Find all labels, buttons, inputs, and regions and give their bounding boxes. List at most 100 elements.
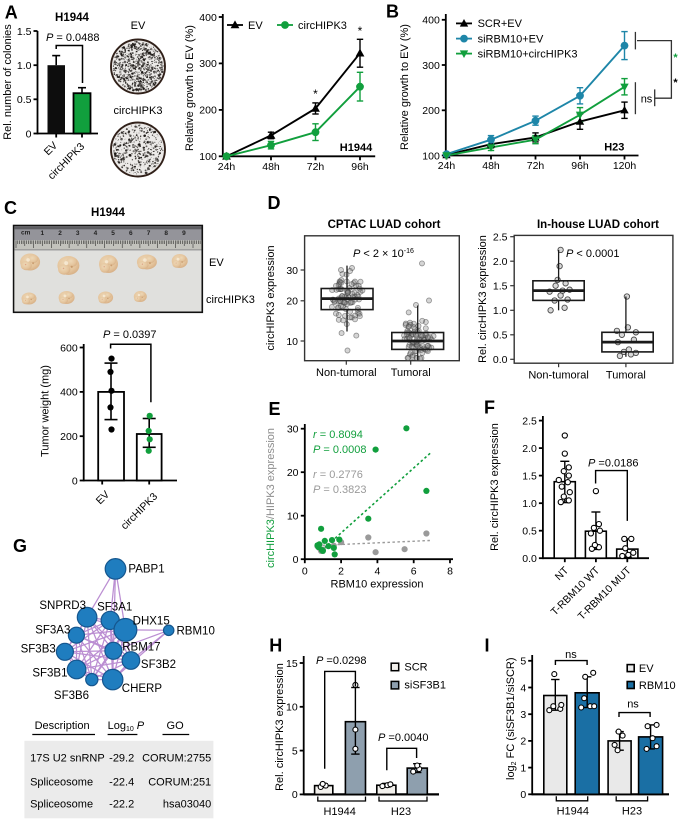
svg-text:7: 7: [147, 230, 151, 237]
svg-text:In-house LUAD cohort: In-house LUAD cohort: [537, 219, 659, 231]
svg-text:Description: Description: [35, 720, 90, 732]
svg-text:120h: 120h: [613, 160, 637, 172]
svg-text:B: B: [386, 2, 399, 22]
svg-text:100: 100: [422, 150, 440, 162]
svg-text:0: 0: [520, 789, 526, 801]
svg-text:72h: 72h: [527, 160, 545, 172]
svg-text:20: 20: [287, 467, 299, 479]
svg-text:RBM17: RBM17: [122, 642, 160, 654]
svg-text:P =0.0186: P =0.0186: [588, 458, 638, 470]
svg-text:400: 400: [422, 15, 440, 27]
svg-text:ns: ns: [627, 699, 639, 711]
svg-text:H1944: H1944: [340, 142, 373, 154]
svg-text:Tumoral: Tumoral: [606, 370, 646, 382]
svg-text:-22.4: -22.4: [109, 776, 134, 788]
svg-text:5: 5: [520, 656, 526, 668]
svg-text:200: 200: [60, 431, 78, 443]
svg-text:D: D: [268, 193, 281, 213]
svg-text:siRBM10+EV: siRBM10+EV: [478, 33, 544, 45]
svg-text:hsa03040: hsa03040: [163, 798, 211, 810]
svg-text:SF3B3: SF3B3: [21, 644, 56, 656]
svg-text:ns: ns: [641, 94, 653, 106]
svg-text:ns: ns: [565, 649, 577, 661]
svg-text:2.0: 2.0: [493, 256, 508, 268]
svg-text:SF3B1: SF3B1: [32, 668, 67, 680]
svg-text:EV: EV: [248, 20, 263, 32]
svg-text:log2 FC (siSF3B1/siSCR): log2 FC (siSF3B1/siSCR): [505, 658, 518, 781]
svg-text:*: *: [673, 77, 678, 89]
svg-text:EV: EV: [131, 20, 146, 32]
svg-text:E: E: [269, 399, 281, 419]
svg-text:48h: 48h: [262, 161, 280, 173]
svg-text:P = 0.0008: P = 0.0008: [313, 444, 367, 456]
svg-text:5: 5: [292, 745, 298, 757]
svg-text:2.5: 2.5: [493, 232, 508, 244]
svg-text:Rel. number of colonies: Rel. number of colonies: [2, 24, 14, 140]
svg-text:10: 10: [286, 702, 298, 714]
svg-text:H1944: H1944: [557, 806, 589, 818]
svg-text:siRBM10+circHIPK3: siRBM10+circHIPK3: [478, 48, 578, 60]
svg-text:100: 100: [199, 151, 217, 163]
svg-text:2: 2: [520, 736, 526, 748]
svg-text:H1944: H1944: [323, 806, 355, 818]
svg-text:P < 0.0001: P < 0.0001: [566, 248, 620, 260]
svg-text:10: 10: [287, 511, 299, 523]
svg-text:1.5: 1.5: [493, 281, 508, 293]
svg-text:r = 0.8094: r = 0.8094: [313, 429, 363, 441]
svg-text:SF3B6: SF3B6: [54, 690, 89, 702]
svg-text:siSF3B1: siSF3B1: [404, 680, 446, 692]
svg-text:SF3A1: SF3A1: [97, 601, 132, 613]
svg-text:H: H: [269, 636, 282, 656]
svg-text:P =0.0298: P =0.0298: [316, 655, 366, 667]
svg-text:P = 0.0397: P = 0.0397: [103, 329, 157, 341]
svg-text:H1944: H1944: [55, 12, 89, 24]
svg-text:-22.2: -22.2: [109, 798, 134, 810]
svg-text:Relative growth to EV (%): Relative growth to EV (%): [184, 25, 196, 151]
svg-text:1.5: 1.5: [522, 470, 537, 482]
svg-text:H23: H23: [622, 806, 642, 818]
svg-text:2.5: 2.5: [522, 415, 537, 427]
svg-text:2: 2: [338, 566, 344, 578]
svg-text:C: C: [4, 198, 17, 218]
svg-text:*: *: [673, 52, 678, 64]
svg-text:RBM10: RBM10: [177, 625, 215, 637]
svg-text:GO: GO: [167, 720, 185, 732]
svg-text:EV: EV: [639, 663, 654, 675]
svg-text:0: 0: [72, 475, 78, 487]
svg-text:RBM10: RBM10: [639, 680, 676, 692]
svg-text:3: 3: [520, 709, 526, 721]
svg-text:4: 4: [520, 682, 526, 694]
svg-text:SF3B2: SF3B2: [141, 659, 176, 671]
svg-text:SF3A3: SF3A3: [35, 625, 70, 637]
svg-text:A: A: [5, 2, 18, 22]
svg-text:-29.2: -29.2: [109, 753, 134, 765]
svg-text:400: 400: [60, 387, 78, 399]
svg-text:30: 30: [286, 265, 298, 277]
svg-text:0.5: 0.5: [493, 330, 508, 342]
svg-text:8: 8: [447, 566, 453, 578]
svg-text:Non-tumoral: Non-tumoral: [316, 367, 377, 379]
svg-text:4: 4: [374, 566, 380, 578]
svg-text:72h: 72h: [307, 161, 325, 173]
svg-text:Spliceosome: Spliceosome: [30, 776, 93, 788]
svg-text:RBM10 expression: RBM10 expression: [331, 579, 424, 591]
svg-text:*: *: [313, 87, 318, 101]
svg-text:0.0: 0.0: [493, 354, 508, 366]
svg-text:G: G: [13, 536, 27, 556]
svg-text:Tumor weight (mg): Tumor weight (mg): [40, 365, 52, 457]
svg-text:Relative growth to EV (%): Relative growth to EV (%): [399, 24, 411, 150]
svg-text:17S U2 snRNP: 17S U2 snRNP: [30, 753, 105, 765]
svg-text:H1944: H1944: [91, 207, 125, 219]
svg-text:6: 6: [129, 230, 133, 237]
svg-text:P = 0.3823: P = 0.3823: [313, 484, 367, 496]
svg-text:30: 30: [287, 424, 299, 436]
svg-text:2: 2: [58, 230, 62, 237]
svg-text:Rel. circHIPK3 expression: Rel. circHIPK3 expression: [489, 423, 501, 551]
svg-text:CHERP: CHERP: [122, 683, 163, 695]
svg-text:20: 20: [286, 296, 298, 308]
svg-text:circHIPK3 expression: circHIPK3 expression: [265, 245, 277, 350]
svg-text:circHIPK3: circHIPK3: [114, 105, 163, 117]
svg-text:Non-tumoral: Non-tumoral: [528, 370, 589, 382]
svg-text:300: 300: [199, 58, 217, 70]
svg-text:0.5: 0.5: [522, 526, 537, 538]
